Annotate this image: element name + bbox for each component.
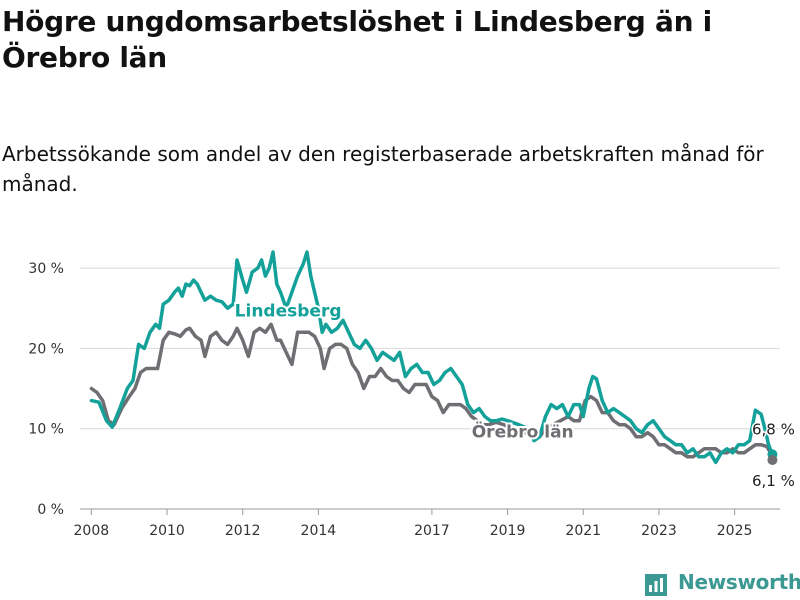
chart-title: Högre ungdomsarbetslöshet i Lindesberg ä… xyxy=(2,5,712,74)
y-tick-label: 10 % xyxy=(28,422,64,438)
newsworthy-brand[interactable]: Newsworthy xyxy=(643,568,800,600)
x-tick-label: 2014 xyxy=(301,523,337,539)
x-tick-label: 2019 xyxy=(490,523,526,539)
series-label: Lindesberg xyxy=(235,301,342,321)
label-layer: Lindesberg Örebro län 6,8 % 6,1 % xyxy=(233,299,797,491)
grid-layer xyxy=(80,267,780,510)
x-tick-label: 2012 xyxy=(225,523,261,539)
chart-subtitle: Arbetssökande som andel av den registerb… xyxy=(2,142,764,196)
series-line xyxy=(89,250,775,465)
series-end-label: 6,1 % xyxy=(752,472,795,490)
series-layer xyxy=(89,250,775,465)
x-tick-label: 2008 xyxy=(74,523,110,539)
series-end-point xyxy=(767,455,778,466)
series-line xyxy=(89,322,775,462)
newsworthy-logo-icon xyxy=(645,574,667,596)
y-tick-label: 0 % xyxy=(37,502,64,518)
series-label: Örebro län xyxy=(472,421,574,443)
y-tick-label: 20 % xyxy=(28,341,64,357)
y-tick-label: 30 % xyxy=(28,261,64,277)
x-tick-label: 2023 xyxy=(641,523,677,539)
x-tick-label: 2025 xyxy=(717,523,753,539)
brand-name: Newsworthy xyxy=(678,570,800,594)
x-tick-label: 2010 xyxy=(149,523,185,539)
x-tick-label: 2017 xyxy=(414,523,450,539)
x-tick-label: 2021 xyxy=(565,523,601,539)
x-axis: 0 % 10 % 20 % 30 % 2008 2010 2012 2014 2017 2019 2… xyxy=(28,261,752,539)
series-end-label: 6,8 % xyxy=(752,420,795,438)
